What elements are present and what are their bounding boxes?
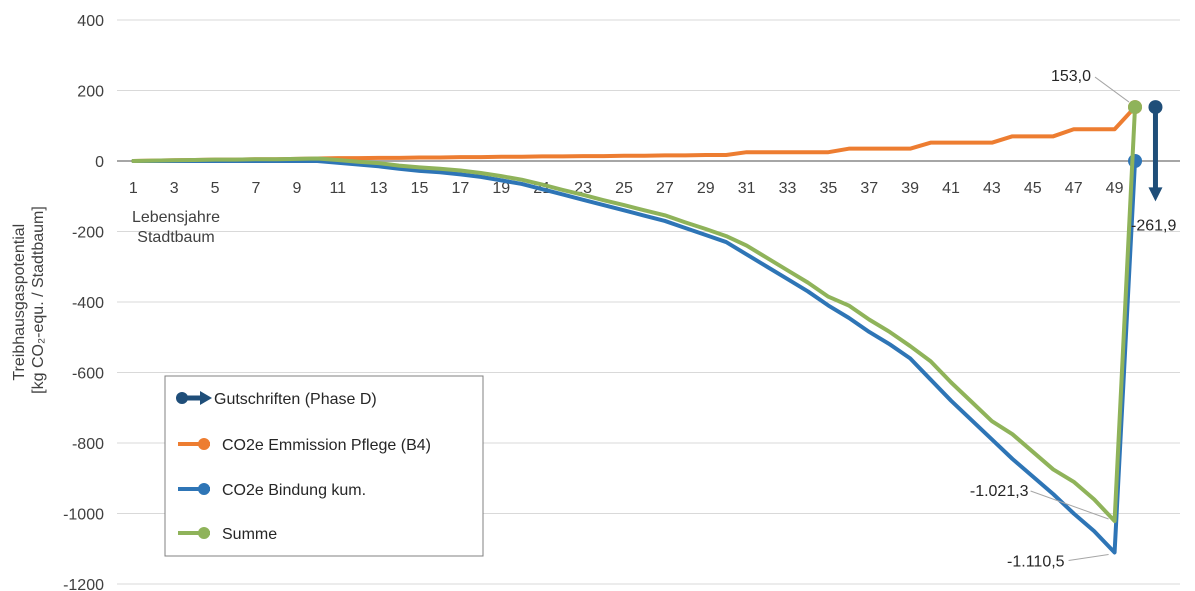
gutschrift-arrow-head xyxy=(1148,187,1163,202)
y-axis-title-line1: Treibhausgaspotential xyxy=(11,224,28,381)
legend-marker-summe xyxy=(198,527,210,539)
x-tick-label: 11 xyxy=(329,180,346,197)
x-tick-label: 27 xyxy=(656,180,674,197)
x-tick-label: 7 xyxy=(252,180,261,197)
legend-marker-gutschrift xyxy=(176,392,188,404)
legend-label-bindung: CO2e Bindung kum. xyxy=(222,482,366,499)
series-lines xyxy=(131,100,1143,555)
y-tick-label: -1000 xyxy=(63,507,104,524)
x-tick-label: 5 xyxy=(211,180,220,197)
series-line-2 xyxy=(131,105,1138,524)
x-tick-label: 31 xyxy=(738,180,756,197)
x-tick-label: 33 xyxy=(779,180,797,197)
x-tick-label: 39 xyxy=(901,180,919,197)
x-tick-label: 37 xyxy=(860,180,878,197)
series-line-1 xyxy=(131,159,1138,555)
y-tick-label: -800 xyxy=(72,436,104,453)
x-tick-label: 45 xyxy=(1024,180,1042,197)
x-tick-label: 35 xyxy=(819,180,837,197)
legend-label-summe: Summe xyxy=(222,526,277,543)
x-tick-label: 1 xyxy=(129,180,138,197)
x-tick-label: 41 xyxy=(942,180,960,197)
y-axis-title: Treibhausgaspotential [kg CO₂-equ. / Sta… xyxy=(11,206,47,394)
x-axis-title-line1: Lebensjahre xyxy=(132,209,220,226)
x-tick-label: 43 xyxy=(983,180,1001,197)
data-annotations: 153,0 -261,9 -1.021,3 -1.110,5 xyxy=(970,68,1177,570)
gutschrift-arrow xyxy=(1148,100,1163,202)
annotation-1110: -1.110,5 xyxy=(1007,553,1065,570)
y-tick-label: -400 xyxy=(72,295,104,312)
y-tick-label: 400 xyxy=(77,13,104,30)
y-tick-label: 0 xyxy=(95,154,104,171)
legend-item-gutschrift: Gutschriften (Phase D) xyxy=(176,391,377,408)
y-tick-label: -200 xyxy=(72,225,104,242)
legend-marker-bindung xyxy=(198,483,210,495)
x-tick-label: 17 xyxy=(452,180,470,197)
legend-label-gutschrift: Gutschriften (Phase D) xyxy=(214,391,377,408)
y-tick-label: -1200 xyxy=(63,577,104,591)
annotation-261-9: -261,9 xyxy=(1131,217,1176,234)
x-tick-label: 49 xyxy=(1106,180,1124,197)
legend-box xyxy=(164,375,484,557)
series-line-0 xyxy=(131,105,1138,163)
x-tick-label: 25 xyxy=(615,180,633,197)
y-axis-title-line2: [kg CO₂-equ. / Stadtbaum] xyxy=(30,206,47,394)
legend-arrowhead-gutschrift xyxy=(200,391,212,405)
y-tick-label: 200 xyxy=(77,84,104,101)
legend-label-pflege: CO2e Emmission Pflege (B4) xyxy=(222,437,431,454)
x-axis-ticks: 1 3 5 7 9 11 13 15 17 19 21 23 25 27 29 31 33 35 37 39 41 43 4… xyxy=(129,180,1124,197)
x-tick-label: 9 xyxy=(292,180,301,197)
annotation-leader-1110 xyxy=(1068,553,1109,561)
x-tick-label: 29 xyxy=(697,180,715,197)
annotation-leader-1021 xyxy=(1030,490,1109,520)
annotation-1021: -1.021,3 xyxy=(970,483,1029,500)
x-tick-label: 47 xyxy=(1065,180,1083,197)
x-tick-label: 13 xyxy=(370,180,388,197)
series-end-point-2 xyxy=(1128,100,1143,115)
legend-item-bindung: CO2e Bindung kum. xyxy=(178,482,366,499)
annotation-leader-153 xyxy=(1094,76,1130,103)
x-tick-label: 19 xyxy=(492,180,510,197)
x-axis-title-line2: Stadtbaum xyxy=(137,229,214,246)
x-tick-label: 3 xyxy=(170,180,179,197)
legend: Gutschriften (Phase D) CO2e Emmission Pf… xyxy=(164,375,484,557)
legend-item-summe: Summe xyxy=(178,526,277,543)
x-tick-label: 15 xyxy=(411,180,429,197)
legend-item-pflege: CO2e Emmission Pflege (B4) xyxy=(178,437,431,454)
y-axis-ticks: 400 200 0 -200 -400 -600 -800 -1000 -1200 xyxy=(63,13,104,591)
annotation-153: 153,0 xyxy=(1051,68,1091,85)
legend-marker-pflege xyxy=(198,438,210,450)
y-tick-label: -600 xyxy=(72,366,104,383)
